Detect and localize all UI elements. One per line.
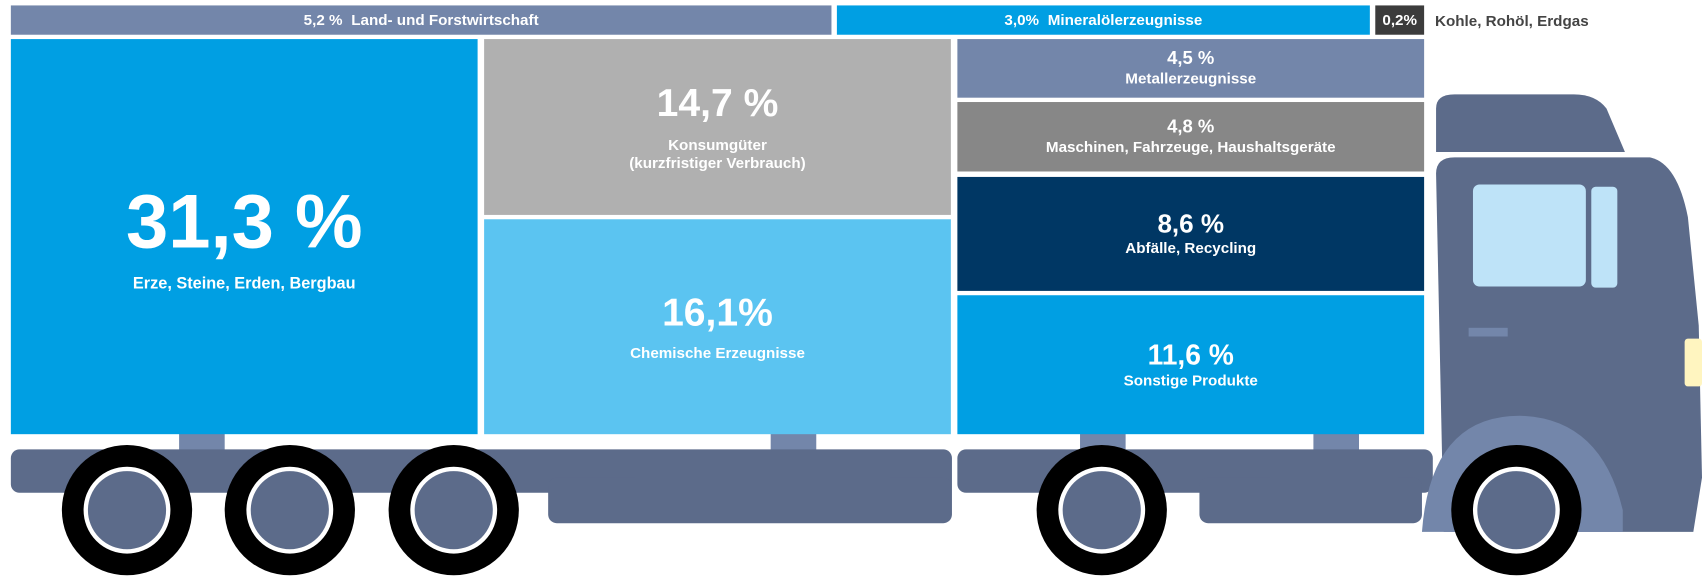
category-label: Maschinen, Fahrzeuge, Haushaltsgeräte [1046,138,1336,156]
value-label: 16,1% [662,291,773,334]
truck-chart: 5,2 % Land- und Forstwirtschaft 3,0% Minera… [0,0,1702,577]
value-label: 4,5 % [1167,49,1214,69]
window [1473,185,1586,287]
tile: 16,1% Chemische Erzeugnisse [484,219,951,434]
tile: 4,8 %Maschinen, Fahrzeuge, Haushaltsgerä… [957,102,1424,171]
category-label: Mineralölerzeugnisse [1048,11,1203,29]
tile: 0,2% [1375,5,1424,34]
category-label: Erze, Steine, Erden, Bergbau [133,274,356,294]
category-label: Sonstige Produkte [1124,371,1258,389]
infographic: 5,2 % Land- und Forstwirtschaft 3,0% Minera… [0,0,1702,578]
value-label: 5,2 % [304,12,343,29]
value-label: 8,6 % [1157,210,1224,239]
category-label: Chemische Erzeugnisse [630,345,805,363]
category-label: Kohle, Rohöl, Erdgas [1435,12,1589,29]
tile: 5,2 % Land- und Forstwirtschaft [11,5,832,34]
headlight [1685,339,1702,387]
connectors [179,432,1359,452]
tile: 4,5 %Metallerzeugnisse [957,39,1424,98]
category-label: Land- und Forstwirtschaft [351,11,538,29]
value-label: 14,7 % [657,82,779,125]
value-label: 11,6 % [1148,340,1234,371]
value-label: 0,2% [1382,12,1417,29]
tile: 8,6 %Abfälle, Recycling [957,177,1424,291]
tile: 31,3 % Erze, Steine, Erden, Bergbau [11,39,478,434]
value-label: 31,3 % [126,180,363,264]
window [1591,187,1617,288]
tile: 11,6 %Sonstige Produkte [957,295,1424,434]
handle [1469,328,1508,337]
category-label: Abfälle, Recycling [1125,239,1256,257]
value-label: 3,0% [1004,12,1039,29]
category-label: Konsumgüter (kurzfristiger Verbrauch) [629,136,806,172]
tile: 3,0% Mineralölerzeugnisse [837,5,1370,34]
value-label: 4,8 % [1167,118,1214,138]
tile: 14,7 % Konsumgüter (kurzfristiger Verbrau… [484,39,951,215]
category-label: Metallerzeugnisse [1125,69,1256,87]
